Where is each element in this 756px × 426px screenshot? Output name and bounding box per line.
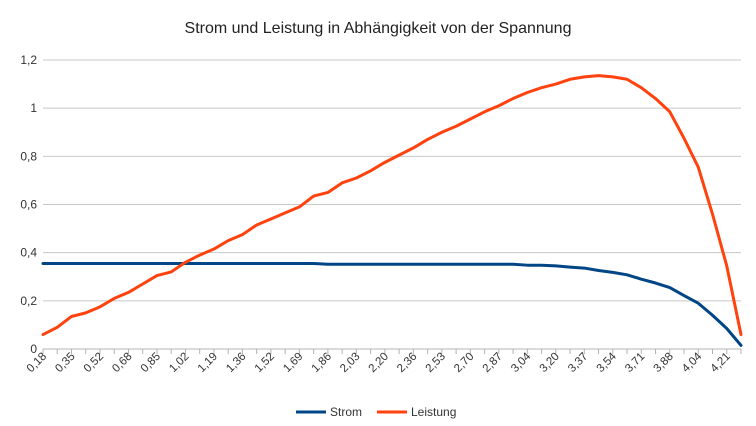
y-axis-ticks: 0 0,2 0,4 0,6 0,8 1 1,2 [20,53,37,356]
x-tick-label: 2,03 [338,351,362,375]
series-layer [41,74,743,347]
y-tick-label: 0,8 [20,149,37,163]
x-tick-label: 2,53 [424,351,448,375]
x-tick-label: 0,52 [82,351,106,375]
x-tick-label: 1,86 [310,351,334,375]
x-tick-label: 0,18 [25,351,49,375]
x-tick-label: 3,37 [566,351,590,375]
x-tick-label: 0,68 [110,351,134,375]
y-tick-label: 0,6 [20,198,37,212]
x-tick-label: 0,85 [139,351,163,375]
x-tick-label: 3,71 [623,351,647,375]
x-tick-label: 0,35 [53,351,77,375]
y-tick-label: 1 [30,101,37,115]
x-tick-label: 2,20 [367,351,391,375]
x-tick-label: 2,87 [481,351,505,375]
legend-label-strom: Strom [330,405,362,419]
x-tick-label: 3,20 [538,351,562,375]
series-line-strom [41,262,743,347]
x-tick-label: 4,21 [709,351,733,375]
x-tick-label: 3,88 [652,351,676,375]
x-tick-label: 1,69 [281,351,305,375]
chart-title: Strom und Leistung in Abhängigkeit von d… [185,20,572,37]
y-tick-label: 0,2 [20,294,37,308]
x-tick-label: 2,70 [452,351,476,375]
legend-label-leistung: Leistung [411,405,456,419]
x-tick-label: 1,36 [224,351,248,375]
grid-layer [43,59,741,350]
y-tick-label: 1,2 [20,53,37,67]
y-tick-label: 0 [30,342,37,356]
x-tick-label: 1,19 [196,351,220,375]
x-tick-label: 2,36 [395,351,419,375]
legend: Strom Leistung [296,405,456,419]
y-tick-label: 0,4 [20,246,37,260]
x-axis-ticks: 0,18 0,35 0,52 0,68 0,85 1,02 1,19 1,36 1,52 1,69… [25,349,742,375]
series-line-leistung [41,74,743,337]
x-tick-label: 1,52 [253,351,277,375]
x-tick-label: 1,02 [167,351,191,375]
